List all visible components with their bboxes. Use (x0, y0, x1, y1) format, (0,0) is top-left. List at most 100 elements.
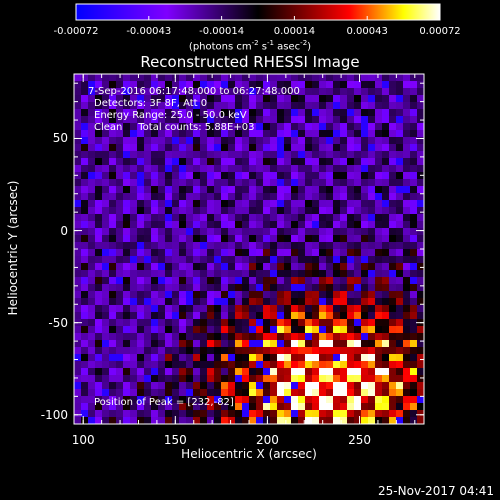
heatmap-cell (116, 410, 124, 418)
heatmap-cell (319, 81, 327, 89)
heatmap-cell (116, 221, 124, 229)
heatmap-cell (270, 277, 278, 285)
heatmap-cell (165, 102, 173, 110)
heatmap-cell (109, 382, 117, 390)
heatmap-cell (347, 291, 355, 299)
heatmap-cell (333, 403, 341, 411)
heatmap-cell (186, 319, 194, 327)
heatmap-cell (221, 417, 229, 425)
heatmap-cell (340, 158, 348, 166)
heatmap-cell (403, 361, 411, 369)
heatmap-cell (403, 375, 411, 383)
heatmap-cell (74, 228, 82, 236)
heatmap-cell (137, 333, 145, 341)
heatmap-cell (305, 361, 313, 369)
colorbar-tick-label: -0.00043 (126, 26, 172, 37)
heatmap-cell (172, 165, 180, 173)
heatmap-cell (116, 354, 124, 362)
heatmap-cell (74, 389, 82, 397)
heatmap-cell (200, 130, 208, 138)
heatmap-cell (242, 81, 250, 89)
heatmap-cell (389, 284, 397, 292)
heatmap-cell (417, 123, 425, 131)
heatmap-cell (130, 179, 138, 187)
heatmap-cell (305, 354, 313, 362)
heatmap-cell (221, 375, 229, 383)
heatmap-cell (207, 382, 215, 390)
heatmap-cell (214, 417, 222, 425)
heatmap-cell (277, 284, 285, 292)
heatmap-cell (340, 81, 348, 89)
heatmap-cell (137, 417, 145, 425)
heatmap-cell (249, 417, 257, 425)
heatmap-cell (305, 305, 313, 313)
heatmap-cell (256, 123, 264, 131)
heatmap-cell (235, 403, 243, 411)
heatmap-cell (158, 193, 166, 201)
heatmap-cell (109, 263, 117, 271)
heatmap-cell (193, 263, 201, 271)
heatmap-cell (298, 312, 306, 320)
heatmap-cell (207, 228, 215, 236)
heatmap-cell (165, 340, 173, 348)
heatmap-cell (382, 151, 390, 159)
heatmap-cell (74, 165, 82, 173)
heatmap-cell (417, 270, 425, 278)
heatmap-cell (158, 382, 166, 390)
heatmap-cell (270, 200, 278, 208)
heatmap-cell (368, 102, 376, 110)
heatmap-cell (396, 172, 404, 180)
heatmap-cell (151, 88, 159, 96)
heatmap-cell (221, 102, 229, 110)
heatmap-cell (375, 207, 383, 215)
heatmap-cell (340, 214, 348, 222)
heatmap-cell (102, 193, 110, 201)
heatmap-cell (116, 389, 124, 397)
heatmap-cell (130, 221, 138, 229)
heatmap-cell (319, 319, 327, 327)
heatmap-cell (130, 354, 138, 362)
heatmap-cell (151, 102, 159, 110)
heatmap-cell (410, 158, 418, 166)
heatmap-cell (95, 312, 103, 320)
heatmap-cell (256, 109, 264, 117)
heatmap-cell (326, 137, 334, 145)
heatmap-cell (340, 403, 348, 411)
heatmap-cell (305, 284, 313, 292)
heatmap-cell (200, 263, 208, 271)
heatmap-cell (179, 242, 187, 250)
heatmap-cell (172, 319, 180, 327)
heatmap-cell (340, 235, 348, 243)
heatmap-cell (340, 74, 348, 82)
heatmap-cell (333, 284, 341, 292)
heatmap-cell (144, 207, 152, 215)
heatmap-cell (389, 305, 397, 313)
heatmap-cell (361, 284, 369, 292)
heatmap-cell (123, 305, 131, 313)
heatmap-cell (361, 347, 369, 355)
heatmap-cell (270, 186, 278, 194)
heatmap-cell (172, 207, 180, 215)
heatmap-cell (284, 235, 292, 243)
heatmap-cell (263, 130, 271, 138)
heatmap-cell (165, 284, 173, 292)
heatmap-cell (277, 95, 285, 103)
heatmap-cell (340, 340, 348, 348)
heatmap-cell (144, 417, 152, 425)
heatmap-cell (193, 249, 201, 257)
heatmap-cell (389, 123, 397, 131)
heatmap-cell (179, 165, 187, 173)
heatmap-cell (340, 263, 348, 271)
heatmap-cell (270, 123, 278, 131)
heatmap-cell (74, 221, 82, 229)
heatmap-cell (214, 186, 222, 194)
heatmap-cell (291, 368, 299, 376)
heatmap-cell (165, 81, 173, 89)
heatmap-cell (130, 319, 138, 327)
heatmap-cell (130, 382, 138, 390)
heatmap-cell (319, 375, 327, 383)
heatmap-cell (130, 102, 138, 110)
heatmap-cell (319, 368, 327, 376)
heatmap-cell (186, 368, 194, 376)
heatmap-cell (81, 382, 89, 390)
